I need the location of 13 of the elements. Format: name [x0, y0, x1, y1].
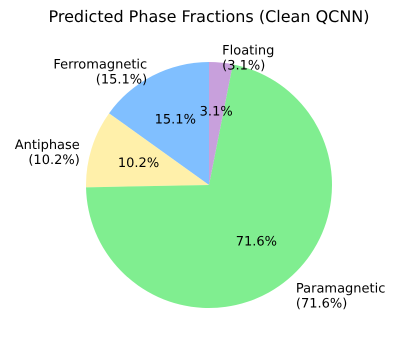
data-label: 3.1% — [200, 104, 233, 120]
slice-label: Floating — [222, 43, 274, 58]
chart-title: Predicted Phase Fractions (Clean QCNN) — [48, 7, 370, 26]
slice-label: Ferromagnetic — [53, 58, 148, 73]
slice-label: Antiphase — [14, 138, 80, 153]
text: (71.6%) — [296, 296, 348, 312]
text: (3.1%) — [222, 58, 266, 74]
data-label: 71.6% — [236, 234, 278, 250]
data-label: 15.1% — [154, 112, 196, 128]
text: (15.1%) — [96, 72, 148, 88]
text: (10.2%) — [28, 152, 80, 168]
data-label: 10.2% — [118, 156, 160, 172]
slice-label: Paramagnetic — [296, 282, 386, 297]
